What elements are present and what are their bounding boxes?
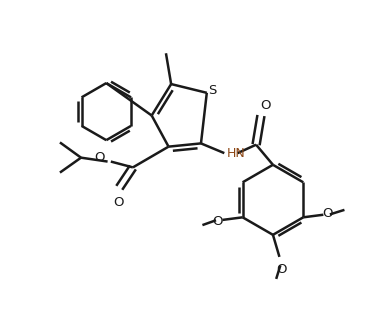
Text: HN: HN [226, 147, 245, 160]
Text: O: O [213, 215, 223, 228]
Text: O: O [323, 207, 333, 220]
Text: O: O [94, 151, 105, 164]
Text: O: O [114, 196, 124, 209]
Text: O: O [276, 263, 287, 276]
Text: O: O [260, 99, 271, 112]
Text: S: S [208, 84, 216, 97]
